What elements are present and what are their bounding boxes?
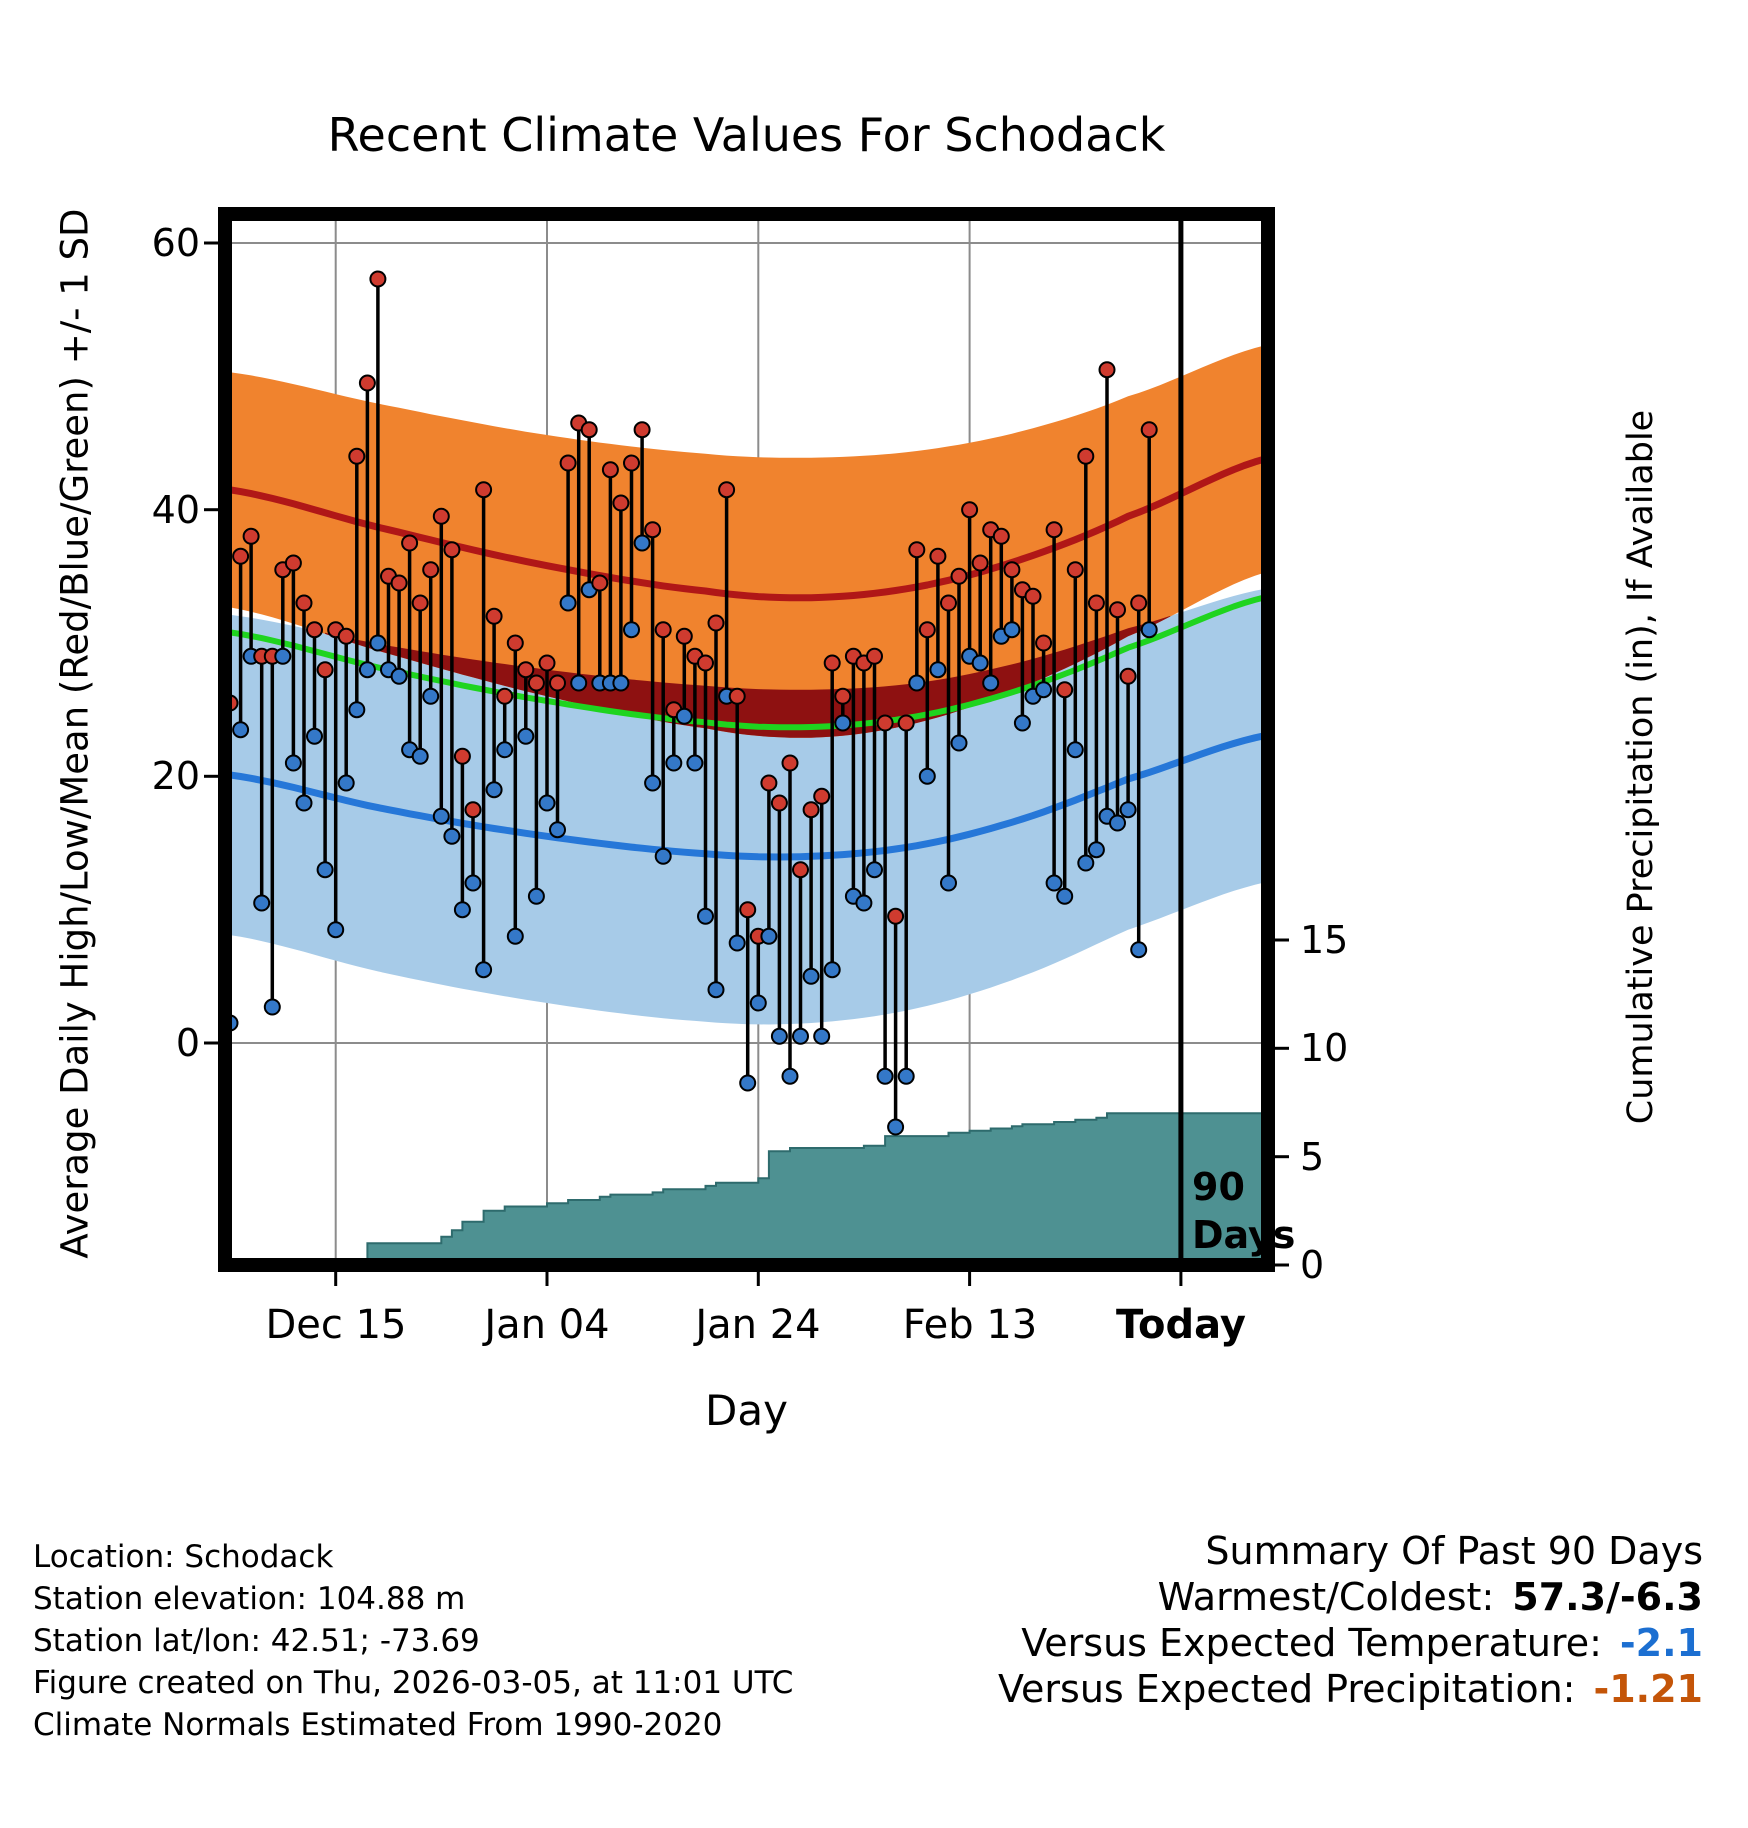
footer-elevation: Station elevation: 104.88 m	[33, 1581, 466, 1617]
footer-normals-period: Climate Normals Estimated From 1990-2020	[33, 1707, 723, 1743]
x-tick-jan04: Jan 04	[484, 1302, 610, 1348]
y-right-tick-5: 5	[1300, 1135, 1325, 1179]
x-tick-jan24: Jan 24	[695, 1302, 821, 1348]
left-axis-label: Average Daily High/Low/Mean (Red/Blue/Gr…	[53, 208, 97, 1259]
y-right-tick-0: 0	[1300, 1243, 1325, 1287]
summary-row-label: Warmest/Coldest:	[1157, 1575, 1495, 1619]
summary-row-value: -2.1	[1619, 1621, 1703, 1665]
y-left-tick-0: 0	[175, 1021, 200, 1065]
summary-row-vs-temperature: Versus Expected Temperature: -2.1	[998, 1620, 1703, 1666]
x-tick-today: Today	[1116, 1302, 1246, 1348]
footer-created: Figure created on Thu, 2026-03-05, at 11…	[33, 1665, 794, 1701]
y-right-tick-15: 15	[1300, 918, 1349, 962]
summary-row-label: Versus Expected Temperature:	[1021, 1621, 1602, 1665]
station-metadata: Location: Schodack Station elevation: 10…	[33, 1536, 793, 1746]
summary-title: Summary Of Past 90 Days	[1205, 1529, 1703, 1573]
right-axis-label: Cumulative Precipitation (in), If Availa…	[1621, 409, 1661, 1125]
ninety-day-line1: 90	[1192, 1165, 1245, 1209]
y-left-tick-20: 20	[151, 754, 200, 798]
y-right-tick-10: 10	[1300, 1026, 1349, 1070]
x-tick-dec15: Dec 15	[265, 1302, 407, 1348]
ninety-day-marker-label: 90 Days	[1192, 1163, 1295, 1259]
summary-row-value: 57.3/-6.3	[1512, 1575, 1703, 1619]
summary-row-value: -1.21	[1593, 1667, 1703, 1711]
y-left-tick-40: 40	[151, 488, 200, 532]
x-tick-feb13: Feb 13	[902, 1302, 1038, 1348]
footer-latlon: Station lat/lon: 42.51; -73.69	[33, 1623, 480, 1659]
summary-row-vs-precipitation: Versus Expected Precipitation: -1.21	[998, 1666, 1703, 1712]
summary-panel: Summary Of Past 90 Days Warmest/Coldest:…	[998, 1528, 1703, 1712]
chart-title: Recent Climate Values For Schodack	[327, 108, 1166, 162]
footer-location: Location: Schodack	[33, 1539, 334, 1575]
y-left-tick-60: 60	[151, 221, 200, 265]
x-axis-label: Day	[705, 1386, 788, 1435]
summary-row-label: Versus Expected Precipitation:	[997, 1667, 1576, 1711]
summary-row-warmest-coldest: Warmest/Coldest: 57.3/-6.3	[998, 1574, 1703, 1620]
ninety-day-line2: Days	[1192, 1213, 1296, 1257]
